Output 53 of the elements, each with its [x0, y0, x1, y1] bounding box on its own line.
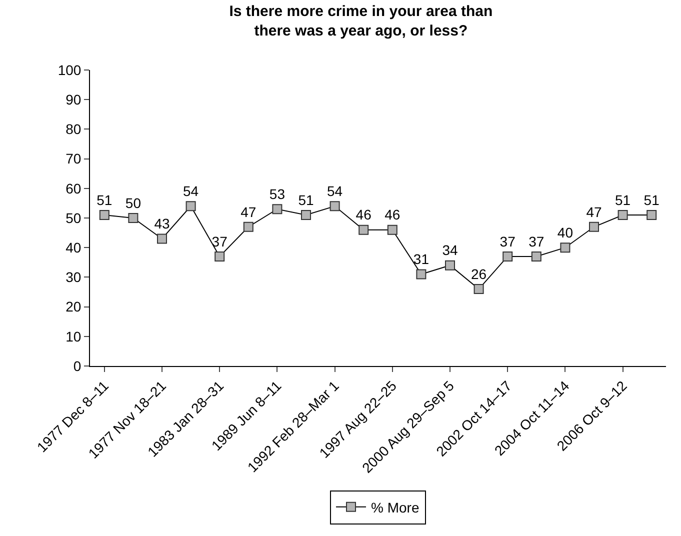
data-label: 47: [586, 204, 602, 220]
point: [99, 210, 110, 220]
y-tick-label: 30: [66, 269, 82, 286]
point: [387, 224, 398, 235]
data-label: 54: [327, 183, 343, 200]
point: [330, 201, 340, 212]
point: [301, 210, 311, 220]
data-label: 34: [442, 242, 458, 258]
point: [358, 224, 369, 235]
point: [243, 222, 254, 232]
data-label: 26: [471, 266, 487, 282]
data-label: 43: [154, 216, 170, 232]
point: [502, 251, 513, 262]
data-label: 51: [644, 192, 660, 208]
point: [589, 222, 599, 232]
point: [618, 210, 628, 220]
y-tick-label: 40: [66, 240, 82, 256]
data-label: 37: [528, 233, 544, 250]
chart-title: Is there more crime in your area than there was a year ago, or less?: [229, 3, 493, 40]
point: [214, 251, 225, 262]
data-label: 40: [557, 224, 574, 240]
y-tick-label: 90: [66, 92, 82, 108]
y-tick-label: 50: [66, 210, 82, 226]
data-label: 51: [298, 192, 314, 208]
data-label: 53: [269, 186, 286, 202]
data-label: 31: [413, 251, 430, 268]
point: [186, 201, 196, 212]
data-label: 37: [500, 233, 516, 250]
data-label: 50: [125, 194, 142, 211]
point: [128, 213, 138, 223]
point: [157, 234, 167, 244]
point: [416, 269, 426, 280]
y-tick-label: 70: [66, 150, 82, 167]
point: [474, 284, 484, 294]
data-label: 46: [356, 206, 372, 223]
point: [531, 251, 542, 262]
point: [272, 204, 282, 214]
data-label: 51: [96, 192, 112, 208]
data-label: 54: [183, 183, 199, 200]
y-tick-label: 10: [66, 328, 82, 344]
point: [560, 242, 570, 253]
y-tick-label: 60: [66, 180, 82, 196]
y-tick-label: 20: [66, 298, 82, 315]
data-label: 47: [240, 204, 256, 220]
legend-label: % More: [371, 499, 420, 516]
y-tick-label: 0: [73, 358, 82, 374]
data-label: 51: [615, 192, 631, 208]
y-tick-label: 80: [66, 121, 82, 138]
point: [646, 210, 657, 220]
point: [445, 260, 455, 270]
y-tick-label: 100: [58, 62, 82, 78]
data-label: 37: [212, 233, 228, 250]
data-label: 46: [384, 206, 400, 223]
